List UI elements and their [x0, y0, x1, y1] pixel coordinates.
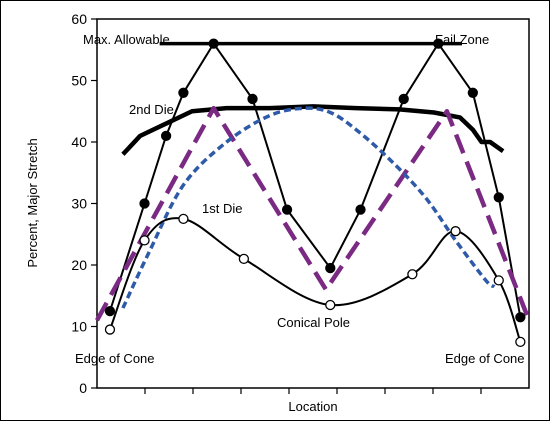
zigzag-point-13 — [515, 312, 526, 323]
series-line-zigzag — [109, 42, 522, 318]
first-die-label: 1st Die — [202, 201, 242, 216]
fail-zone-label: Fail Zone — [435, 32, 489, 47]
series-markers — [104, 38, 526, 348]
y-tick-label-30: 30 — [71, 196, 87, 212]
max-allowable-label: Max. Allowable — [83, 32, 170, 47]
series-line-blue-dot — [121, 106, 496, 309]
series-lines — [95, 41, 532, 343]
x-axis-label: Location — [288, 399, 337, 414]
first-die-point-7 — [493, 275, 504, 286]
edge-of-cone-right-label: Edge of Cone — [445, 351, 525, 366]
zigzag-point-12 — [493, 192, 504, 203]
zigzag-point-5 — [247, 93, 258, 105]
first-die-point-6 — [450, 226, 461, 237]
zigzag-point-4 — [208, 38, 219, 49]
first-die-point-1 — [139, 235, 150, 246]
first-die-point-0 — [104, 324, 116, 335]
y-axis-label: Percent, Major Stretch — [25, 138, 40, 267]
zigzag-point-9 — [398, 93, 409, 105]
second-die-label: 2nd Die — [129, 102, 174, 117]
zigzag-point-3 — [178, 87, 189, 98]
y-tick-label-10: 10 — [71, 319, 87, 335]
zigzag-point-2 — [160, 130, 172, 142]
zigzag-point-10 — [433, 38, 444, 49]
zigzag-point-8 — [355, 204, 366, 215]
first-die-point-8 — [515, 336, 526, 348]
y-tick-label-20: 20 — [71, 257, 87, 273]
series-line-second-die — [121, 104, 505, 156]
conical-pole-label: Conical Pole — [277, 315, 350, 330]
series-line-purple-dash — [95, 105, 532, 322]
zigzag-point-0 — [104, 305, 116, 317]
zigzag-point-6 — [281, 204, 293, 215]
y-tick-label-0: 0 — [79, 380, 87, 396]
y-tick-label-40: 40 — [71, 134, 87, 150]
zigzag-point-7 — [325, 262, 336, 274]
edge-of-cone-left-label: Edge of Cone — [75, 351, 155, 366]
first-die-point-2 — [178, 213, 189, 225]
first-die-point-5 — [407, 269, 418, 280]
zigzag-point-11 — [467, 87, 478, 98]
y-tick-label-60: 60 — [71, 11, 87, 27]
first-die-point-4 — [325, 299, 336, 311]
zigzag-point-1 — [139, 198, 150, 209]
first-die-point-3 — [238, 253, 250, 265]
y-tick-label-50: 50 — [71, 73, 87, 89]
axis-ticks: 0 10 20 30 40 50 60 — [71, 11, 482, 396]
